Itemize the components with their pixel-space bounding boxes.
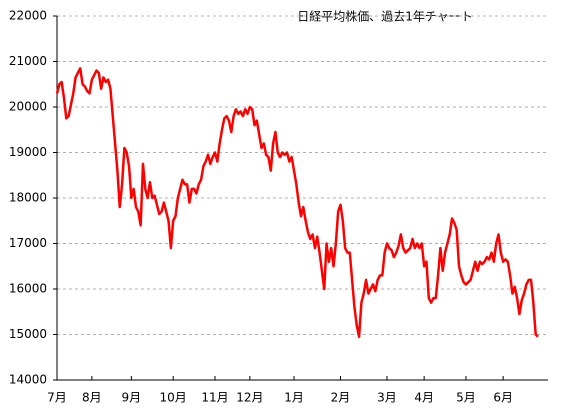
x-tick-label: 5月 [456, 391, 476, 405]
x-tick-label: 6月 [493, 391, 513, 405]
x-tick-label: 10月 [160, 391, 187, 405]
y-tick-label: 15000 [9, 327, 47, 341]
x-tick-label: 3月 [377, 391, 397, 405]
price-line [55, 67, 539, 339]
x-tick-label: 11月 [201, 391, 228, 405]
x-tick-label: 9月 [122, 391, 142, 405]
y-tick-label: 17000 [9, 236, 47, 250]
y-tick-label: 18000 [9, 191, 47, 205]
y-tick-label: 22000 [9, 9, 47, 23]
chart-title: 日経平均株価、過去1年チャート [297, 9, 473, 24]
x-tick-label: 4月 [414, 391, 434, 405]
x-tick-label: 2月 [331, 391, 351, 405]
y-tick-label: 16000 [9, 282, 47, 296]
y-tick-label: 19000 [9, 145, 47, 159]
x-tick-label: 12月 [236, 391, 263, 405]
y-tick-label: 20000 [9, 100, 47, 114]
x-tick-label: 1月 [284, 391, 304, 405]
x-tick-label: 8月 [82, 391, 102, 405]
x-tick-label: 7月 [47, 391, 67, 405]
y-tick-label: 21000 [9, 54, 47, 68]
y-tick-label: 14000 [9, 373, 47, 387]
